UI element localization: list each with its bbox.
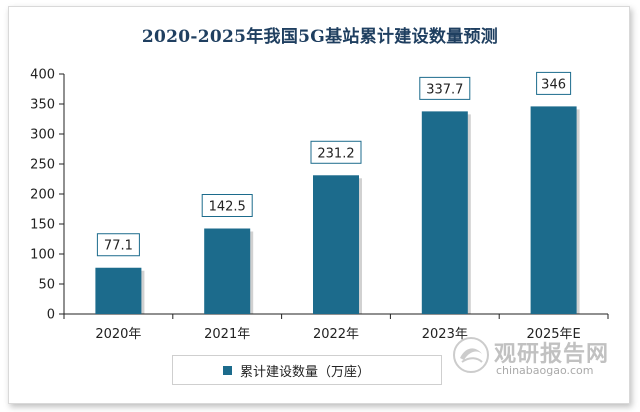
y-tick-label: 300 [30,128,55,143]
legend-swatch [223,365,232,375]
y-tick-label: 200 [30,188,55,203]
y-tick-label: 150 [30,218,55,233]
x-tick-label: 2025年E [526,327,580,342]
x-tick-label: 2023年 [422,327,468,342]
chart-title: 2020-2025年我国5G基站累计建设数量预测 [141,27,499,47]
legend: 累计建设数量（万座） [172,355,442,385]
bars-group [95,106,580,315]
data-label-box [419,76,471,100]
watermark-text: 观研报告网 [494,342,610,367]
watermark-logo-icon [453,337,489,373]
bar [95,267,142,314]
data-label: 346 [541,77,566,92]
data-labels-group: 77.1 142.5 231.2 337.7 346 [96,71,572,257]
y-tick-label: 0 [47,308,55,323]
y-axis: 0 50 100 150 200 250 300 350 400 [30,68,65,323]
data-label: 231.2 [317,146,354,161]
data-label-box [536,71,572,95]
watermark: 观研报告网 chinabaogao.com [450,334,620,382]
y-tick-label: 50 [38,278,55,293]
data-label: 142.5 [209,200,246,215]
data-label-box [201,194,253,217]
y-tick-label: 400 [30,68,55,83]
y-tick-label: 250 [30,158,55,173]
bar [313,175,359,314]
bar [421,111,468,314]
watermark-url: chinabaogao.com [496,364,594,377]
data-label: 77.1 [104,239,133,254]
y-tick-label: 100 [30,248,55,263]
bar [204,228,251,314]
x-tick-label: 2020年 [95,327,141,342]
x-tick-label: 2022年 [313,327,359,342]
data-label-box [310,140,362,164]
data-label-box [96,233,140,257]
bar [530,106,577,315]
legend-label: 累计建设数量（万座） [240,364,371,380]
data-label: 337.7 [426,82,463,97]
y-tick-label: 350 [30,98,55,113]
x-tick-label: 2021年 [204,327,250,342]
